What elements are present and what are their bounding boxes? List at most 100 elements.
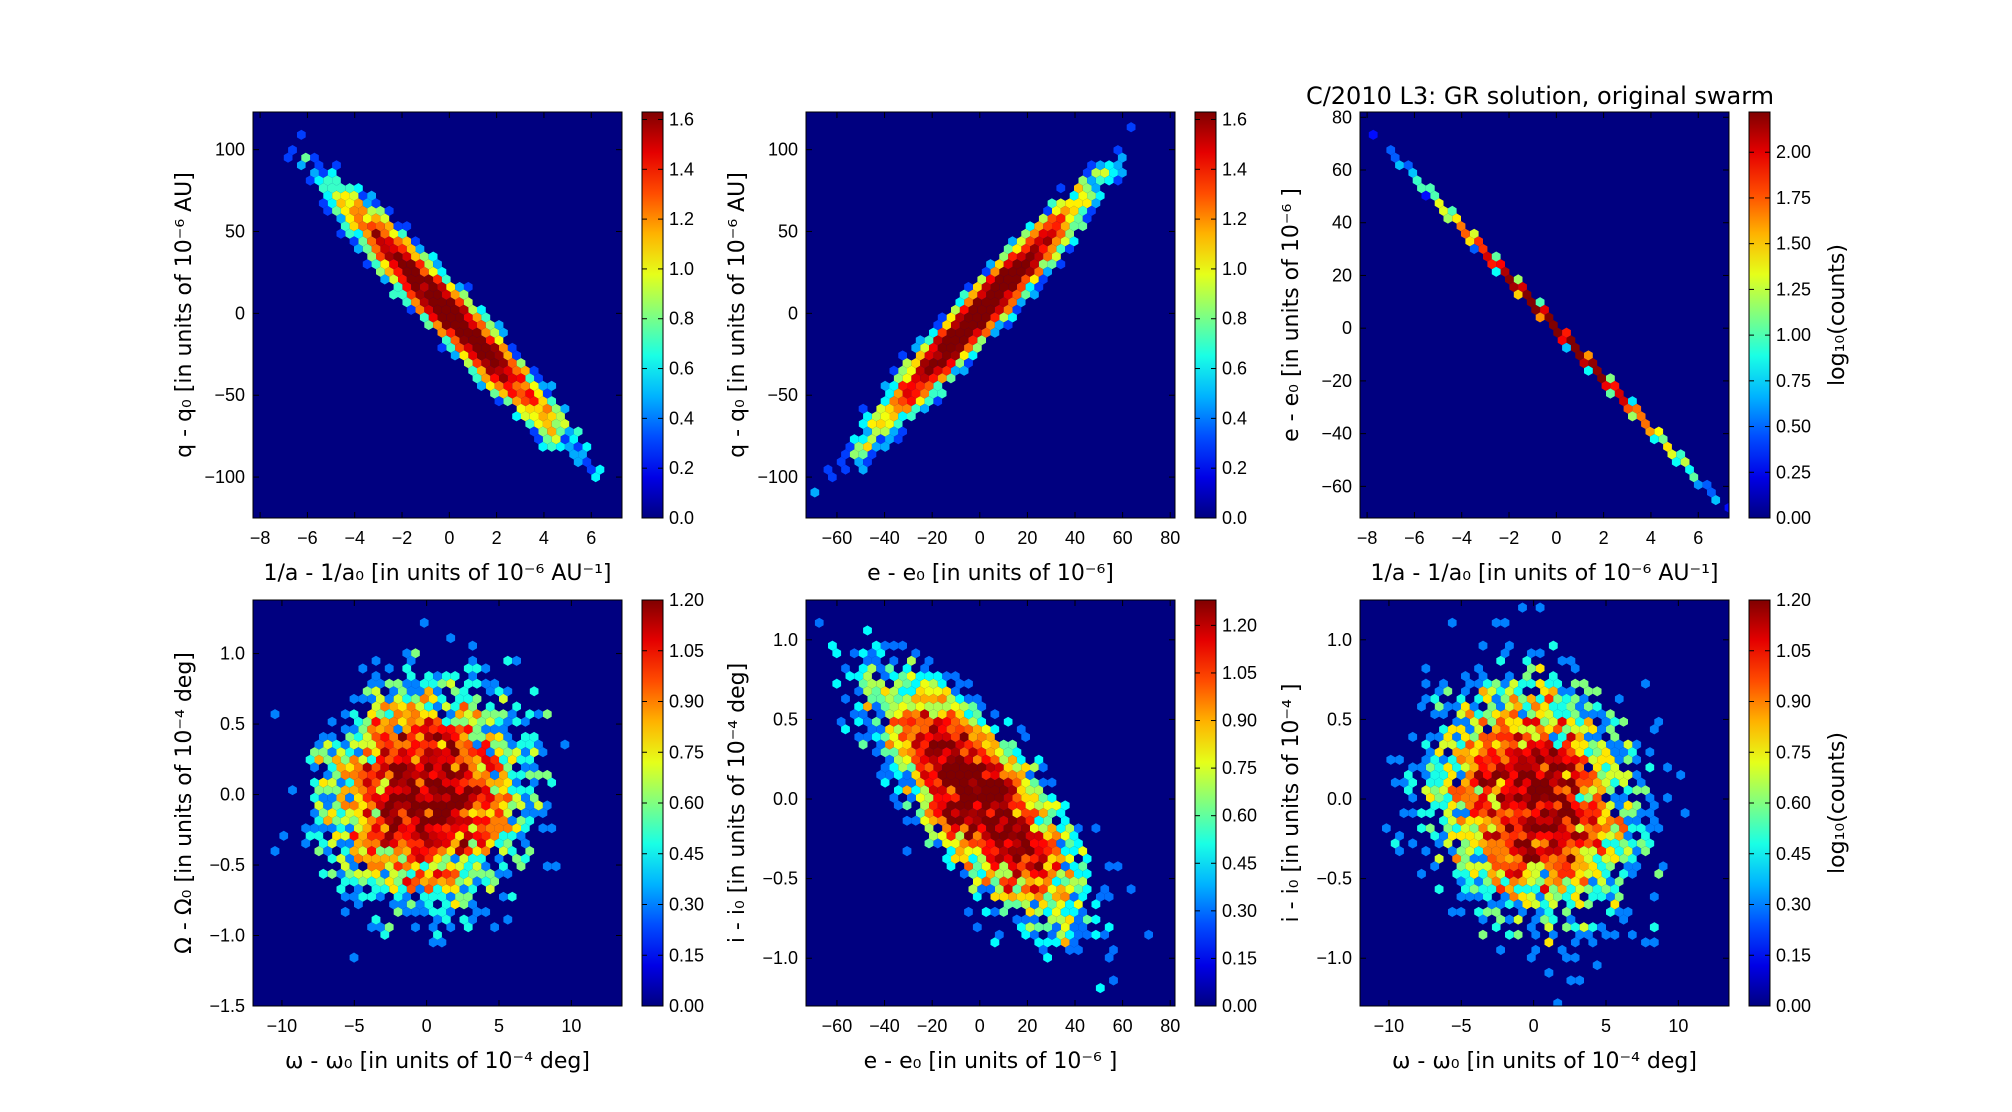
hexbin-cell — [1544, 312, 1554, 323]
hexbin-cell — [1008, 800, 1017, 811]
hexbin-cell — [959, 304, 969, 315]
hexbin-cell — [1109, 975, 1118, 986]
hexbin-cell — [1513, 792, 1523, 803]
hexbin-cell — [441, 335, 451, 346]
hexbin-cell — [867, 663, 877, 674]
hexbin-cell — [292, 686, 302, 697]
hexbin-cell — [1592, 823, 1602, 834]
hexbin-cell — [1452, 777, 1461, 788]
hexbin-cell — [1584, 838, 1593, 849]
hexbin-cell — [1082, 899, 1092, 910]
hexbin-cell — [380, 701, 390, 712]
hexbin-cell — [1434, 823, 1444, 834]
hexbin-cell — [1663, 792, 1672, 803]
hexbin-cell — [1122, 129, 1132, 140]
hexbin-cell — [305, 785, 315, 796]
colorbar-tick-label: 0.60 — [669, 793, 704, 813]
hexbin-cell — [419, 312, 429, 323]
hexbin-cell — [1456, 221, 1466, 232]
hexbin-cell — [318, 792, 328, 803]
hexbin-cell — [1412, 754, 1422, 765]
hexbin-cell — [437, 861, 447, 872]
hexbin-cell — [1021, 274, 1030, 285]
hexbin-cell — [310, 808, 319, 819]
hexbin-cell — [964, 739, 973, 750]
hexbin-cell — [1592, 853, 1602, 864]
hexbin-cell — [1505, 823, 1514, 834]
hexbin-cell — [1698, 472, 1707, 483]
hexbin-cell — [1636, 808, 1646, 819]
hexbin-cell — [1575, 747, 1584, 758]
hexbin-cell — [1667, 449, 1677, 460]
hexbin-cell — [1496, 259, 1505, 270]
hexbin-cell — [314, 769, 324, 781]
hexbin-cell — [384, 754, 394, 765]
hexbin-cell — [955, 709, 965, 720]
hexbin-cell — [428, 312, 438, 323]
hexbin-cell — [358, 754, 368, 765]
hexbin-cell — [898, 701, 907, 712]
x-tick-label: −40 — [869, 1016, 900, 1036]
hexbin-cell — [1544, 815, 1554, 826]
x-tick-label: 2 — [1599, 528, 1609, 548]
hexbin-cell — [955, 693, 965, 704]
hexbin-cell — [472, 769, 482, 781]
hexbin-cell — [485, 716, 495, 727]
hexbin-cell — [437, 754, 447, 765]
hexbin-cell — [1399, 808, 1409, 819]
hexbin-cell — [893, 678, 903, 689]
hexbin-cell — [446, 922, 456, 933]
hexbin-cell — [1610, 884, 1620, 895]
hexbin-cell — [296, 129, 306, 140]
hexbin-cell — [1548, 686, 1558, 697]
hexbin-cell — [1008, 891, 1017, 902]
hexbin-cell — [1597, 967, 1606, 978]
hexbin-cell — [1566, 868, 1576, 879]
hexbin-cell — [902, 739, 912, 750]
hexbin-cell — [468, 853, 477, 864]
hexbin-cell — [1091, 183, 1101, 194]
hexbin-cell — [1597, 830, 1606, 841]
hexbin-cell — [415, 914, 425, 925]
hexbin-cell — [1562, 800, 1571, 811]
y-tick-label: 100 — [768, 140, 798, 160]
hexbin-cell — [955, 800, 965, 811]
hexbin-cell — [468, 716, 477, 727]
hexbin-cell — [384, 251, 394, 262]
hexbin-cell — [437, 678, 447, 689]
hexbin-cell — [380, 899, 390, 910]
hexbin-cell — [1403, 815, 1413, 826]
hexbin-cell — [1034, 906, 1044, 917]
hexbin-cell — [521, 838, 530, 849]
hexbin-cell — [1434, 747, 1444, 758]
hexbin-cell — [986, 868, 995, 879]
hexbin-cell — [858, 434, 868, 445]
hexbin-cell — [1584, 884, 1593, 895]
hexbin-cell — [393, 724, 403, 735]
colorbar-tick-label: 0.00 — [1776, 996, 1811, 1016]
hexbin-cell — [402, 648, 412, 659]
hexbin-cell — [1601, 716, 1611, 727]
hexbin-cell — [929, 846, 938, 857]
x-tick-label: −40 — [869, 528, 900, 548]
hexbin-cell — [1610, 777, 1620, 788]
hexbin-cell — [455, 327, 464, 338]
hexbin-cell — [327, 777, 337, 788]
hexbin-cell — [358, 846, 368, 857]
hexbin-cell — [305, 830, 315, 841]
hexbin-cell — [1474, 236, 1483, 247]
hexbin-cell — [999, 754, 1009, 765]
hexbin-cell — [393, 800, 403, 811]
hexbin-cell — [1016, 693, 1026, 704]
colorbar-tick-label: 1.05 — [1222, 663, 1257, 683]
hexbin-cell — [270, 145, 280, 156]
hexbin-cell — [1636, 671, 1646, 682]
hexbin-cell — [1623, 846, 1633, 857]
hexbin-cell — [1399, 167, 1409, 178]
hexbin-cell — [1144, 899, 1153, 910]
hexbin-cell — [266, 122, 275, 133]
hexbin-cell — [1496, 731, 1505, 742]
hexbin-cell — [323, 739, 333, 750]
hexbin-cell — [1060, 906, 1070, 917]
hexbin-cell — [1430, 800, 1440, 811]
